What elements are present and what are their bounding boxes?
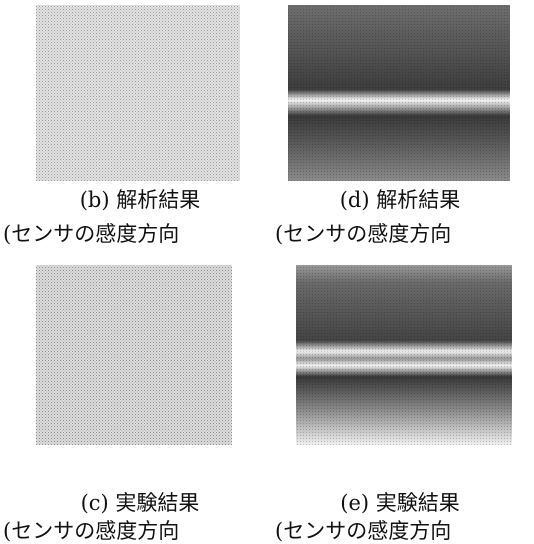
panel-label: (e) 実験結果 — [340, 491, 460, 515]
figure: (b) 解析結果 (センサの感度方向 (d) 解析結果 (センサの感度方向 (c… — [0, 0, 534, 544]
image-d-screen — [288, 5, 510, 181]
panel-caption: (センサの感度方向 — [275, 519, 451, 543]
image-c — [36, 265, 232, 445]
panel-caption: (センサの感度方向 — [275, 222, 451, 246]
panel-label: (c) 実験結果 — [81, 491, 200, 515]
panel-caption: (センサの感度方向 — [3, 519, 179, 543]
panel-caption: (センサの感度方向 — [3, 222, 179, 246]
image-b — [36, 5, 240, 181]
panel-label: (b) 解析結果 — [80, 188, 201, 212]
image-e-screen — [296, 265, 512, 445]
panel-label: (d) 解析結果 — [340, 188, 461, 212]
